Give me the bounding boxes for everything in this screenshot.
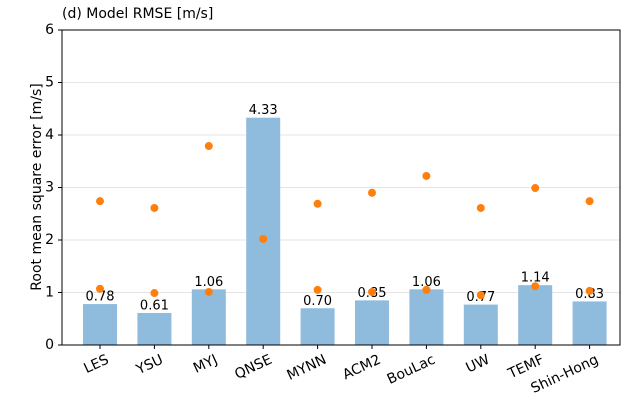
scatter-point bbox=[150, 203, 159, 212]
scatter-point bbox=[204, 142, 213, 151]
value-label: 1.06 bbox=[412, 275, 441, 290]
bar bbox=[246, 117, 281, 345]
bar bbox=[355, 300, 389, 345]
scatter-point bbox=[313, 285, 322, 294]
scatter-point bbox=[150, 289, 159, 298]
scatter-point bbox=[96, 284, 104, 293]
scatter-point bbox=[476, 203, 485, 212]
y-tick-label: 2 bbox=[45, 232, 54, 248]
x-tick-label: YSU bbox=[133, 352, 166, 379]
y-tick-label: 5 bbox=[45, 75, 54, 91]
x-tick-label: UW bbox=[464, 352, 493, 377]
value-label: 0.78 bbox=[86, 290, 115, 305]
bar bbox=[463, 304, 498, 345]
scatter-point bbox=[476, 291, 485, 300]
scatter-point bbox=[368, 188, 376, 197]
bar bbox=[137, 312, 172, 345]
bar bbox=[518, 285, 553, 345]
x-tick-label: BouLac bbox=[385, 352, 438, 388]
scatter-point bbox=[422, 171, 431, 180]
x-tick-label: MYJ bbox=[191, 352, 220, 377]
y-tick-label: 0 bbox=[45, 337, 54, 353]
x-tick-label: MYNN bbox=[285, 352, 329, 384]
scatter-point bbox=[531, 184, 540, 193]
scatter-point bbox=[585, 286, 594, 295]
y-tick-label: 3 bbox=[45, 180, 54, 196]
y-tick-label: 4 bbox=[45, 127, 54, 143]
scatter-point bbox=[204, 287, 213, 296]
y-axis-label: Root mean square error [m/s] bbox=[29, 83, 45, 290]
scatter-point bbox=[531, 282, 540, 291]
x-tick-label: LES bbox=[81, 352, 111, 377]
scatter-point bbox=[368, 287, 376, 296]
value-label: 1.06 bbox=[194, 275, 223, 290]
value-label: 1.14 bbox=[521, 271, 550, 286]
chart-title: (d) Model RMSE [m/s] bbox=[62, 6, 213, 22]
x-tick-label: QNSE bbox=[232, 352, 274, 383]
scatter-point bbox=[259, 234, 268, 243]
bar bbox=[572, 301, 607, 345]
y-tick-label: 1 bbox=[45, 285, 54, 301]
value-label: 0.61 bbox=[140, 298, 169, 313]
x-tick-label: ACM2 bbox=[340, 352, 383, 383]
scatter-point bbox=[585, 197, 594, 206]
y-tick-label: 6 bbox=[45, 22, 54, 38]
bar bbox=[83, 304, 117, 345]
bar bbox=[300, 308, 335, 345]
value-label: 4.33 bbox=[249, 103, 278, 118]
scatter-point bbox=[313, 199, 322, 208]
value-label: 0.70 bbox=[303, 294, 332, 309]
scatter-point bbox=[96, 197, 104, 206]
scatter-point bbox=[422, 285, 431, 294]
bar bbox=[191, 289, 226, 345]
plot-frame bbox=[61, 29, 621, 346]
bar bbox=[409, 289, 444, 345]
